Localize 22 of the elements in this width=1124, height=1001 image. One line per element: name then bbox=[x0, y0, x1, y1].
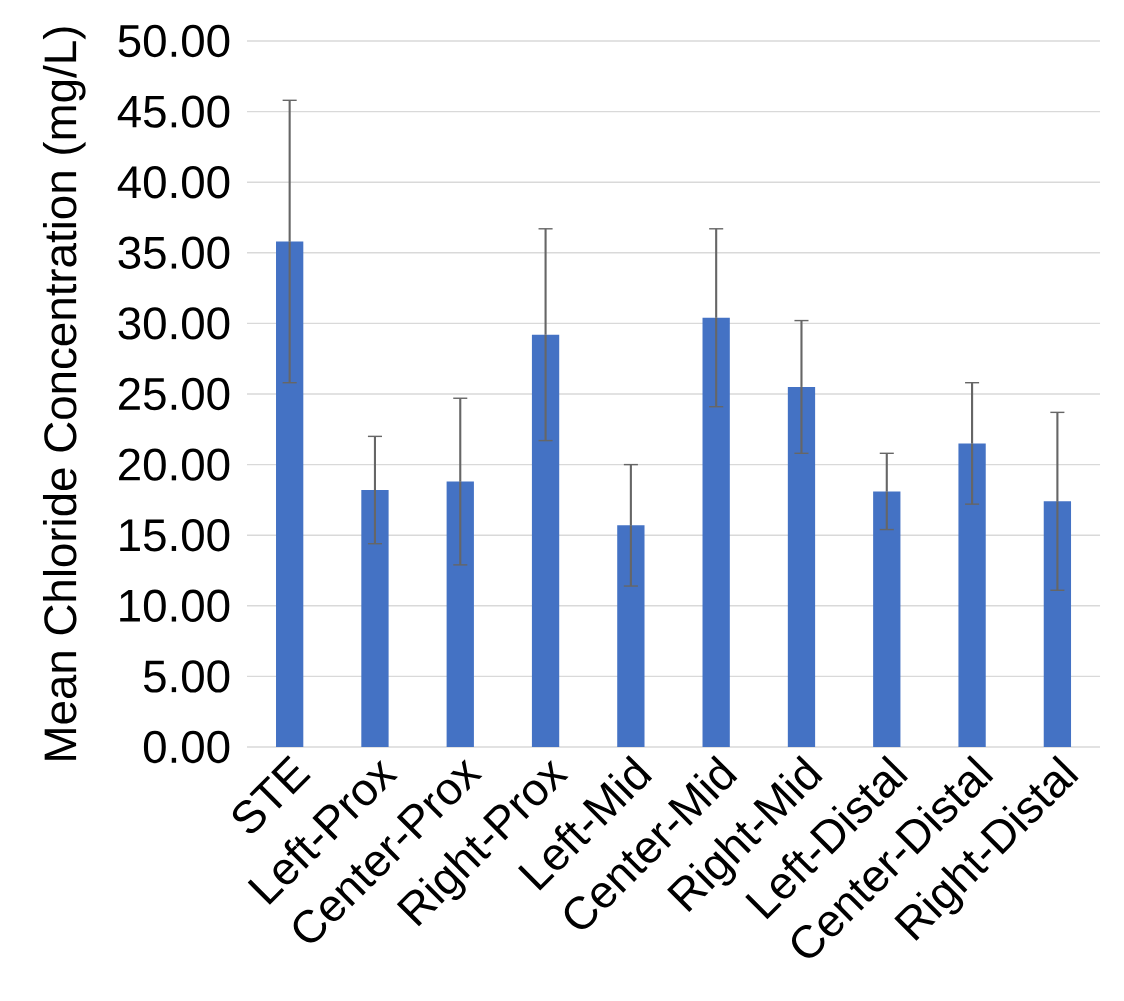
bar bbox=[873, 491, 901, 748]
bar bbox=[958, 443, 986, 748]
y-tick-label: 40.00 bbox=[117, 166, 230, 199]
bar bbox=[276, 241, 304, 748]
y-tick-label: 20.00 bbox=[119, 448, 230, 481]
y-tick-label: 30.00 bbox=[118, 307, 230, 340]
bar bbox=[361, 490, 389, 748]
bar bbox=[446, 481, 474, 748]
y-tick-label: 0.00 bbox=[143, 730, 230, 764]
y-axis-title: Mean Chloride Concentration (mg/L) bbox=[42, 27, 86, 760]
bar bbox=[617, 525, 645, 748]
bar bbox=[1043, 501, 1072, 748]
bar bbox=[787, 386, 816, 748]
bar bbox=[702, 317, 730, 748]
y-tick-label: 10.00 bbox=[120, 589, 230, 622]
y-tick-label: 5.00 bbox=[143, 660, 230, 693]
y-tick-label: 35.00 bbox=[118, 236, 230, 269]
bar bbox=[531, 334, 560, 748]
y-tick-label: 25.00 bbox=[119, 377, 230, 411]
y-tick-label: 50.00 bbox=[118, 24, 230, 58]
y-tick-label: 15.00 bbox=[120, 519, 230, 552]
y-tick-label: 45.00 bbox=[117, 95, 230, 128]
